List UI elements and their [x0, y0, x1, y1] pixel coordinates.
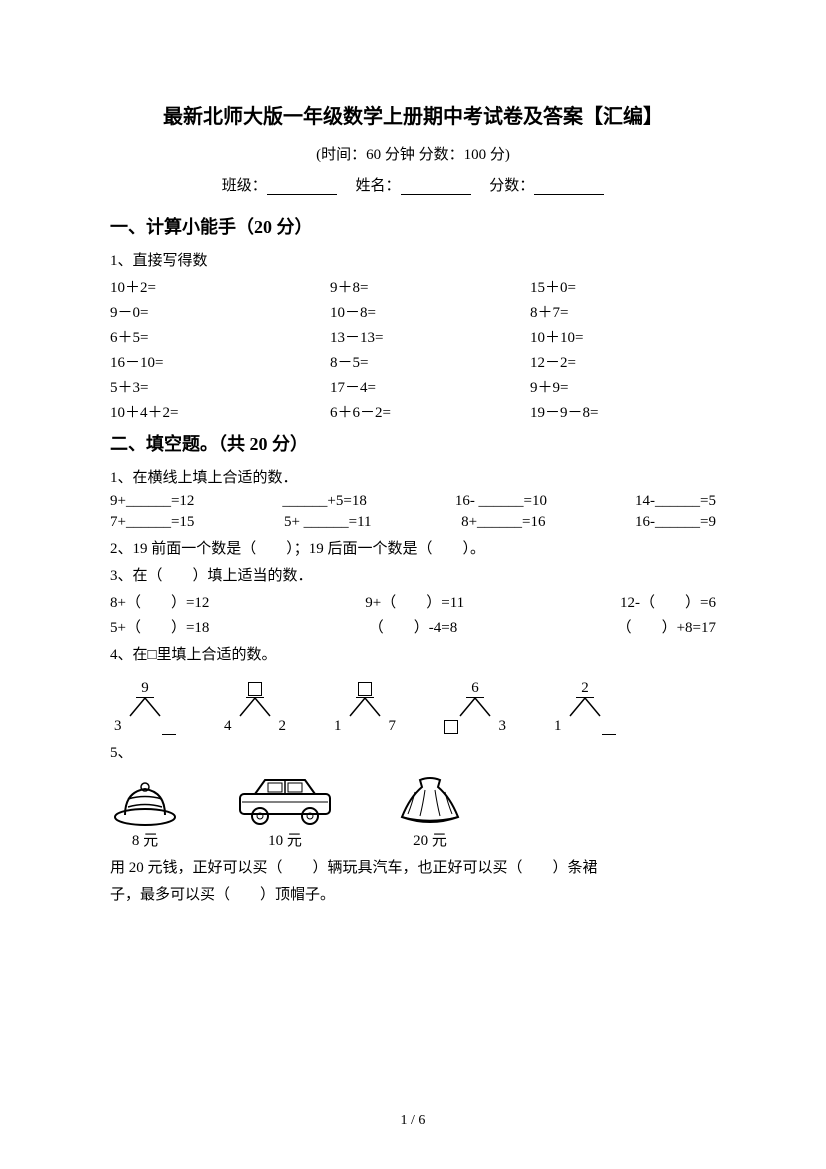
shop-car: 10 元 [230, 772, 340, 850]
calc-item: 9＋9= [530, 376, 710, 397]
calc-item: 9－0= [110, 301, 330, 322]
skirt-icon [390, 772, 470, 827]
calc-row: 6＋5=13－13=10＋10= [110, 326, 716, 347]
calc-item: 8－5= [330, 351, 530, 372]
s2-q1-rows: 9+______=12 ______+5=18 16- ______=10 14-__… [110, 493, 716, 531]
calc-item: 19－9－8= [530, 401, 710, 422]
calc-item: 8＋7= [530, 301, 710, 322]
fill-item: ______+5=18 [282, 493, 366, 510]
calc-item: 6＋6－2= [330, 401, 530, 422]
class-blank [267, 179, 337, 195]
fill-item: 12-（ ）=6 [620, 591, 716, 612]
fill-item: 8+（ ）=12 [110, 591, 209, 612]
calc-item: 10＋4＋2= [110, 401, 330, 422]
score-blank [534, 179, 604, 195]
shop-row: 8 元 10 元 20 元 [110, 772, 716, 850]
s2-q2: 2、19 前面一个数是（ ）；19 后面一个数是（ ）。 [110, 537, 716, 558]
number-pair: 21 [550, 680, 620, 735]
fill-row: 5+（ ）=18 （ ）-4=8 （ ）+8=17 [110, 616, 716, 637]
s2-q1-label: 1、在横线上填上合适的数． [110, 466, 716, 487]
fill-item: （ ）+8=17 [617, 616, 716, 637]
fill-item: 16- ______=10 [455, 493, 547, 510]
page-title: 最新北师大版一年级数学上册期中考试卷及答案【汇编】 [110, 100, 716, 129]
hat-price: 8 元 [110, 829, 180, 850]
fill-item: 16-______=9 [635, 514, 716, 531]
info-row: 班级： 姓名： 分数： [110, 174, 716, 195]
s2-q3-rows: 8+（ ）=12 9+（ ）=11 12-（ ）=6 5+（ ）=18 （ ）-4=8 （… [110, 591, 716, 637]
page-number: 1 / 6 [0, 1113, 826, 1129]
fill-item: （ ）-4=8 [369, 616, 457, 637]
car-price: 10 元 [230, 829, 340, 850]
class-label: 班级： [222, 178, 267, 194]
s2-q5-label: 5、 [110, 741, 716, 762]
name-label: 姓名： [355, 178, 400, 194]
fill-item: 8+______=16 [461, 514, 545, 531]
calc-item: 6＋5= [110, 326, 330, 347]
fill-item: 9+______=12 [110, 493, 194, 510]
q1-label: 1、直接写得数 [110, 249, 716, 270]
shop-skirt: 20 元 [390, 772, 470, 850]
calc-item: 12－2= [530, 351, 710, 372]
skirt-price: 20 元 [390, 829, 470, 850]
calc-item: 17－4= [330, 376, 530, 397]
number-pair: 42 [220, 680, 290, 735]
fill-row: 8+（ ）=12 9+（ ）=11 12-（ ）=6 [110, 591, 716, 612]
section2-head: 二、填空题。（共 20 分） [110, 430, 716, 456]
s2-q3-label: 3、在（ ）填上适当的数． [110, 564, 716, 585]
calc-item: 5＋3= [110, 376, 330, 397]
calc-rows: 10＋2=9＋8=15＋0=9－0=10－8=8＋7=6＋5=13－13=10＋… [110, 276, 716, 422]
fill-item: 5+ ______=11 [284, 514, 372, 531]
fill-item: 14-______=5 [635, 493, 716, 510]
hat-icon [110, 777, 180, 827]
calc-item: 10＋2= [110, 276, 330, 297]
s2-q4-label: 4、在□里填上合适的数。 [110, 643, 716, 664]
calc-item: 16－10= [110, 351, 330, 372]
number-pair: 17 [330, 680, 400, 735]
name-blank [401, 179, 471, 195]
calc-row: 5＋3=17－4=9＋9= [110, 376, 716, 397]
shop-hat: 8 元 [110, 777, 180, 850]
fill-item: 7+______=15 [110, 514, 194, 531]
subtitle: (时间：60 分钟 分数：100 分) [110, 143, 716, 164]
calc-row: 16－10=8－5=12－2= [110, 351, 716, 372]
calc-row: 10＋4＋2=6＋6－2=19－9－8= [110, 401, 716, 422]
car-icon [230, 772, 340, 827]
calc-item: 15＋0= [530, 276, 710, 297]
calc-row: 10＋2=9＋8=15＋0= [110, 276, 716, 297]
fill-item: 9+（ ）=11 [365, 591, 464, 612]
number-pair: 63 [440, 680, 510, 735]
calc-item: 13－13= [330, 326, 530, 347]
number-pair: 93 [110, 680, 180, 735]
s2-q5-text1: 用 20 元钱，正好可以买（ ）辆玩具汽车，也正好可以买（ ）条裙 [110, 856, 716, 877]
calc-row: 9－0=10－8=8＋7= [110, 301, 716, 322]
calc-item: 10＋10= [530, 326, 710, 347]
calc-item: 10－8= [330, 301, 530, 322]
s2-q5-text2: 子，最多可以买（ ）顶帽子。 [110, 883, 716, 904]
fill-row: 7+______=15 5+ ______=11 8+______=16 16-___… [110, 514, 716, 531]
pair-row: 93 42 17 63 21 [110, 680, 716, 735]
calc-item: 9＋8= [330, 276, 530, 297]
fill-item: 5+（ ）=18 [110, 616, 209, 637]
fill-row: 9+______=12 ______+5=18 16- ______=10 14-__… [110, 493, 716, 510]
score-label: 分数： [489, 178, 534, 194]
section1-head: 一、计算小能手（20 分） [110, 213, 716, 239]
